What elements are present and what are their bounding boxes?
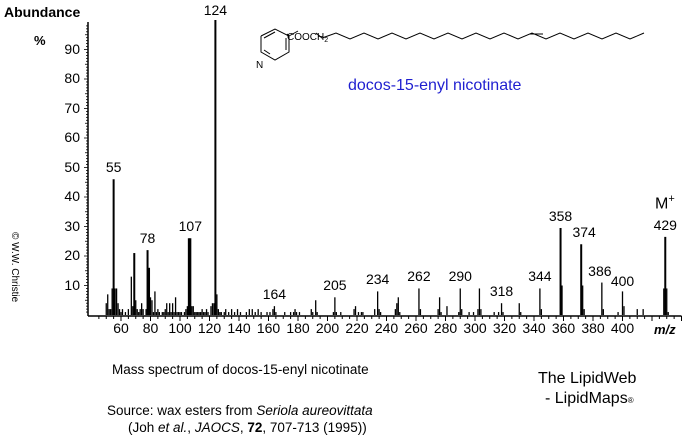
- x-tick-label: 400: [610, 320, 635, 336]
- peak-label: 429: [653, 216, 677, 233]
- peak-label: 374: [572, 224, 596, 241]
- ref-etal: et al.: [158, 420, 188, 435]
- peak-label: 124: [203, 2, 228, 18]
- molecular-ion-label: M+: [655, 193, 675, 213]
- y-tick-label: 20: [64, 247, 80, 263]
- brand-lipidmaps-text: - LipidMaps: [545, 390, 628, 407]
- x-tick-label: 260: [404, 320, 428, 336]
- y-tick-label: 10: [64, 276, 80, 293]
- peak-label: 205: [323, 277, 347, 294]
- peak-label: 344: [528, 268, 552, 285]
- peak-label: 164: [262, 286, 287, 303]
- ref-open: (Joh: [128, 420, 159, 435]
- y-tick-label: 70: [64, 99, 80, 116]
- source-line: Source: wax esters from Seriola aureovit…: [107, 403, 373, 418]
- brand-lipidweb: The LipidWeb: [538, 370, 637, 387]
- spectrum-peaks: [105, 20, 669, 315]
- pyridine-ring-icon: [260, 28, 290, 61]
- x-tick-label: 200: [315, 320, 340, 336]
- y-axis-title: Abundance: [4, 4, 81, 20]
- x-tick-label: 360: [551, 320, 576, 336]
- alkyl-chain-icon: [315, 32, 645, 40]
- x-axis-title: m/z: [654, 322, 676, 337]
- x-tick-label: 320: [492, 320, 517, 336]
- brand-lipidmaps: - LipidMaps®: [545, 390, 634, 408]
- x-tick-label: 80: [142, 320, 159, 336]
- x-tick-label: 240: [374, 320, 399, 336]
- molecular-ion-charge: +: [668, 193, 675, 205]
- y-axis-unit: %: [34, 33, 46, 48]
- y-tick-label: 90: [64, 40, 80, 57]
- x-tick-label: 380: [581, 320, 605, 336]
- peak-label: 234: [365, 271, 390, 288]
- peak-label: 386: [588, 262, 612, 279]
- y-tick-label: 80: [64, 70, 80, 86]
- peak-label: 318: [489, 283, 514, 300]
- compound-name: docos-15-enyl nicotinate: [348, 77, 522, 94]
- x-tick-label: 220: [345, 320, 369, 336]
- peak-label: 400: [610, 273, 635, 290]
- registered-icon: ®: [627, 396, 634, 405]
- figure-caption: Mass spectrum of docos-15-enyl nicotinat…: [112, 362, 369, 377]
- source-species: Seriola aureovittata: [256, 403, 373, 418]
- ref-sep: ,: [239, 420, 248, 435]
- peak-label: 107: [178, 218, 202, 235]
- y-tick-label: 30: [64, 217, 80, 234]
- x-tick-label: 280: [433, 320, 458, 336]
- x-tick-label: 300: [463, 320, 487, 336]
- peak-label: 262: [407, 268, 431, 285]
- x-tick-label: 160: [256, 320, 281, 336]
- chemical-structure: [260, 28, 645, 61]
- ref-sep: ,: [187, 420, 195, 435]
- y-tick-label: 40: [64, 188, 80, 204]
- peak-label: 358: [548, 207, 573, 224]
- molecular-ion-text: M: [655, 195, 669, 213]
- axes: [84, 22, 682, 321]
- y-tick-label: 60: [64, 129, 80, 145]
- x-tick-label: 140: [227, 320, 251, 336]
- x-tick-label: 120: [197, 320, 222, 336]
- x-tick-label: 340: [522, 320, 546, 336]
- ref-journal: JAOCS: [194, 420, 240, 435]
- ref-pages-year: , 707-713 (1995)): [262, 420, 367, 435]
- peak-label: 290: [448, 268, 472, 285]
- ref-volume: 72: [247, 420, 263, 435]
- peak-label: 78: [139, 230, 156, 247]
- x-tick-label: 100: [168, 320, 192, 336]
- peak-label: 55: [105, 159, 122, 176]
- ester-label: COOCH2: [287, 32, 328, 44]
- x-tick-label: 180: [286, 320, 310, 336]
- x-tick-label: 60: [113, 320, 129, 336]
- reference-line: (Joh et al., JAOCS, 72, 707-713 (1995)): [128, 420, 367, 435]
- nitrogen-atom-label: N: [256, 60, 263, 71]
- source-prefix: Source: wax esters from: [107, 403, 257, 418]
- y-tick-label: 50: [64, 158, 80, 175]
